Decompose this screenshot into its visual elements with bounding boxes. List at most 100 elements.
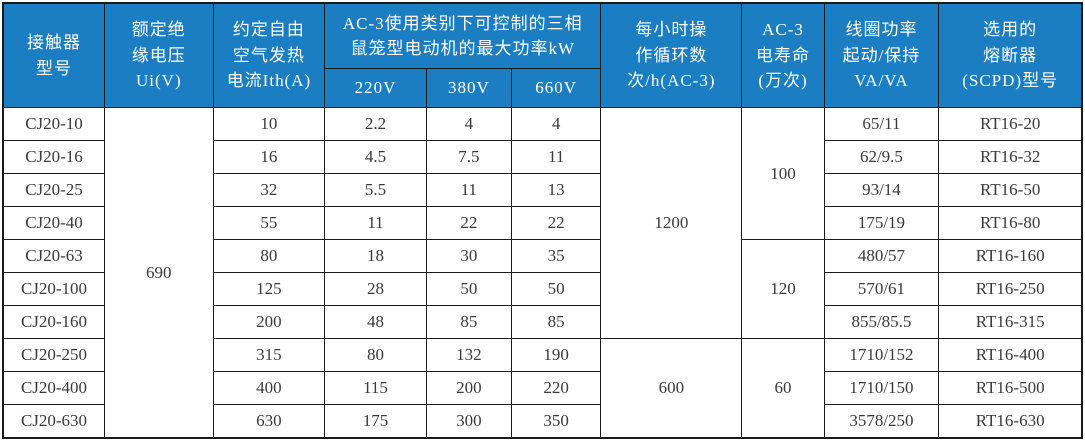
table-row: CJ20-250 315 80 132 190 600 60 1710/152 RT16-400 — [2, 338, 1083, 439]
header-coil-line1: 线圈功率 — [845, 20, 918, 40]
header-ui-line3: Ui(V) — [136, 71, 182, 91]
cell-coil-power: 1710/150 — [823, 371, 940, 405]
cell-power-380v: 50 — [425, 272, 513, 306]
cell-fuse-type: RT16-250 — [938, 272, 1083, 306]
cell-coil-power: 480/57 — [823, 239, 940, 273]
cell-power-660v: 4 — [510, 107, 602, 141]
header-life-line3: (万次) — [758, 71, 808, 91]
cell-thermal-current: 125 — [212, 272, 326, 306]
cell-power-380v: 132 — [425, 338, 513, 372]
header-fuse-line2: 熔断器 — [983, 45, 1038, 65]
header-fuse-line1: 选用的 — [983, 20, 1038, 40]
cell-fuse-type: RT16-315 — [938, 305, 1083, 339]
cell-thermal-current: 55 — [212, 206, 326, 240]
cell-power-380v: 11 — [425, 173, 513, 207]
header-life-line2: 电寿命 — [756, 45, 810, 65]
cell-power-220v: 11 — [324, 206, 427, 240]
cell-fuse-type: RT16-20 — [938, 107, 1083, 141]
cell-fuse-type: RT16-630 — [938, 404, 1083, 439]
cell-coil-power: 62/9.5 — [823, 140, 940, 174]
cell-power-660v: 50 — [510, 272, 602, 306]
cell-model: CJ20-100 — [2, 272, 105, 306]
cell-fuse-type: RT16-50 — [938, 173, 1083, 207]
cell-fuse-type: RT16-160 — [938, 239, 1083, 273]
header-model-line1: 接触器 — [27, 33, 81, 52]
header-thermal-current: 约定自由 空气发热 电流Ith(A) — [212, 2, 326, 108]
table-row: CJ20-63 80 18 30 35 120 480/57 RT16-160 — [2, 239, 1083, 339]
cell-thermal-current: 16 — [212, 140, 326, 174]
header-coil-line3: VA/VA — [854, 71, 909, 91]
cell-model: CJ20-250 — [2, 338, 105, 372]
cell-power-380v: 85 — [425, 305, 513, 339]
cell-coil-power: 175/19 — [823, 206, 940, 240]
header-ith-line3: 电流Ith(A) — [226, 71, 312, 91]
cell-electrical-life: 120 — [741, 239, 825, 339]
subheader-380v: 380V — [425, 68, 513, 108]
header-fuse-type: 选用的 熔断器 (SCPD)型号 — [938, 2, 1083, 108]
cell-fuse-type: RT16-500 — [938, 371, 1083, 405]
cell-power-380v: 200 — [425, 371, 513, 405]
cell-model: CJ20-160 — [2, 305, 105, 339]
cell-model: CJ20-16 — [2, 140, 105, 174]
cell-model: CJ20-63 — [2, 239, 105, 273]
cell-model: CJ20-10 — [2, 107, 105, 141]
cell-power-380v: 4 — [425, 107, 513, 141]
cell-thermal-current: 32 — [212, 173, 326, 207]
cell-power-660v: 35 — [510, 239, 602, 273]
header-cycles-per-hour: 每小时操 作循环数 次/h(AC-3) — [600, 2, 743, 108]
subheader-220v: 220V — [324, 68, 427, 108]
table-row: CJ20-100 125 28 50 50 570/61 RT16-250 — [2, 272, 1083, 306]
header-fuse-line3: (SCPD)型号 — [962, 71, 1059, 91]
cell-fuse-type: RT16-80 — [938, 206, 1083, 240]
table-row: CJ20-10 690 10 2.2 4 4 1200 100 65/11 RT16-20 — [2, 107, 1083, 439]
header-model: 接触器 型号 — [2, 2, 105, 108]
cell-electrical-life: 60 — [741, 338, 825, 439]
cell-power-660v: 220 — [510, 371, 602, 405]
cell-thermal-current: 315 — [212, 338, 326, 372]
cell-thermal-current: 200 — [212, 305, 326, 339]
cell-power-220v: 175 — [324, 404, 427, 439]
cell-power-380v: 300 — [425, 404, 513, 439]
cell-coil-power: 1710/152 — [823, 338, 940, 372]
cell-insulation-voltage: 690 — [104, 107, 214, 439]
cell-power-380v: 22 — [425, 206, 513, 240]
header-ui-line1: 额定绝 — [131, 20, 186, 40]
header-ac3-group-line2: 鼠笼型电动机的最大功率kW — [350, 39, 576, 58]
cell-power-660v: 85 — [510, 305, 602, 339]
table-row: CJ20-16 16 4.5 7.5 11 62/9.5 RT16-32 — [2, 140, 1083, 174]
header-cycles-line2: 作循环数 — [635, 45, 708, 65]
cell-coil-power: 65/11 — [823, 107, 940, 141]
header-cycles-line1: 每小时操 — [635, 20, 708, 40]
header-ith-line1: 约定自由 — [232, 20, 305, 40]
header-ac3-max-power-group: AC-3使用类别下可控制的三相 鼠笼型电动机的最大功率kW — [324, 2, 602, 69]
cell-coil-power: 93/14 — [823, 173, 940, 207]
cell-power-380v: 30 — [425, 239, 513, 273]
cell-power-220v: 115 — [324, 371, 427, 405]
header-life-line1: AC-3 — [762, 20, 804, 40]
cell-model: CJ20-25 — [2, 173, 105, 207]
cell-fuse-type: RT16-400 — [938, 338, 1083, 372]
cell-coil-power: 570/61 — [823, 272, 940, 306]
cell-power-220v: 2.2 — [324, 107, 427, 141]
header-electrical-life: AC-3 电寿命 (万次) — [741, 2, 825, 108]
cell-thermal-current: 630 — [212, 404, 326, 439]
cell-thermal-current: 10 — [212, 107, 326, 141]
cell-cycles-per-hour: 1200 — [600, 107, 743, 339]
cell-power-220v: 18 — [324, 239, 427, 273]
cell-thermal-current: 400 — [212, 371, 326, 405]
subheader-660v: 660V — [510, 68, 602, 108]
cell-fuse-type: RT16-32 — [938, 140, 1083, 174]
cell-power-660v: 11 — [510, 140, 602, 174]
cell-model: CJ20-400 — [2, 371, 105, 405]
header-coil-power: 线圈功率 起动/保持 VA/VA — [823, 2, 940, 108]
cell-power-220v: 4.5 — [324, 140, 427, 174]
table-row: CJ20-25 32 5.5 11 13 93/14 RT16-50 — [2, 173, 1083, 207]
header-coil-line2: 起动/保持 — [842, 45, 921, 65]
cell-power-220v: 80 — [324, 338, 427, 372]
cell-power-220v: 48 — [324, 305, 427, 339]
cell-electrical-life: 100 — [741, 107, 825, 240]
cell-cycles-per-hour: 600 — [600, 338, 743, 439]
header-cycles-line3: 次/h(AC-3) — [627, 71, 716, 91]
